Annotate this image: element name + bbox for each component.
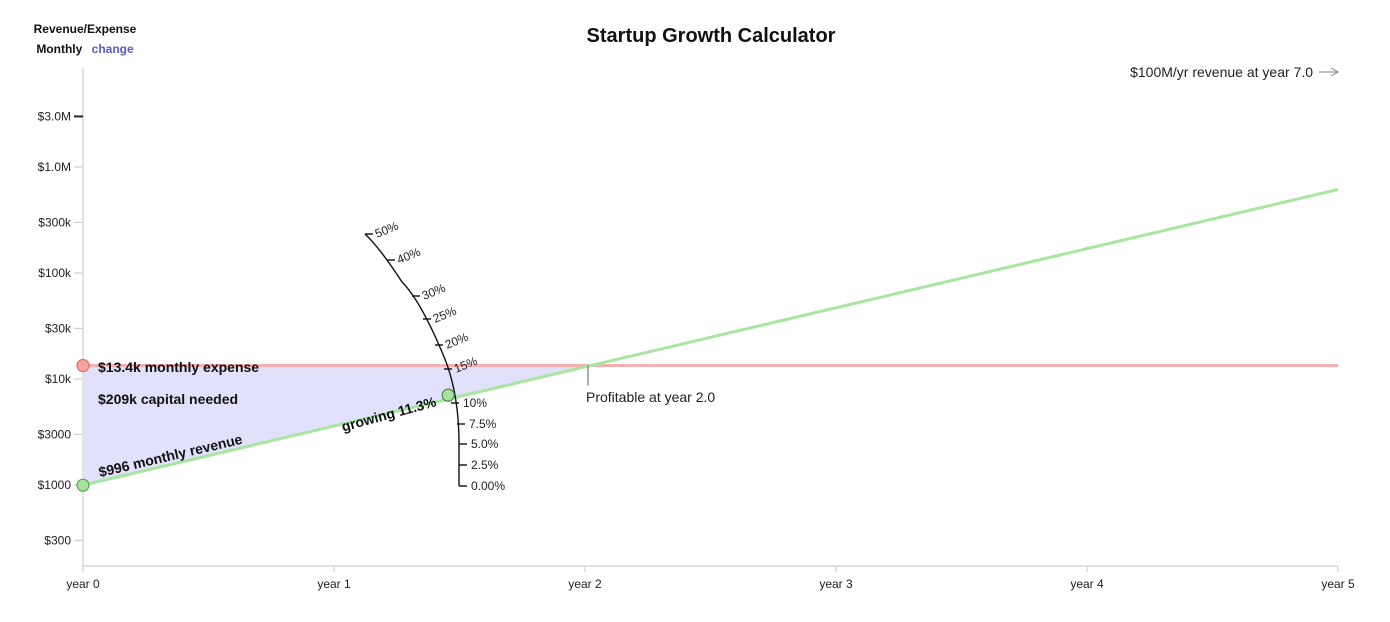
series-label: Revenue/Expense xyxy=(33,22,137,36)
capital-needed-label: $209k capital needed xyxy=(98,391,238,407)
dial-tick-label: 30% xyxy=(420,281,448,303)
dial-tick-label: 2.5% xyxy=(471,458,499,472)
axes: $300 $1000 $3000 $10k $30k $100k $300k $1.0M $3.… xyxy=(38,68,1355,591)
x-tick-label: year 5 xyxy=(1321,577,1355,591)
dial-arc xyxy=(364,233,460,486)
dial-tick-label: 20% xyxy=(443,330,471,352)
x-tick-label: year 3 xyxy=(819,577,853,591)
change-period-link[interactable]: change xyxy=(91,42,134,56)
revenue-drag-handle[interactable] xyxy=(76,478,90,492)
dial-tick-label: 25% xyxy=(431,304,459,326)
dial-tick-label: 50% xyxy=(373,219,401,241)
dial-tick-label: 0.00% xyxy=(471,479,505,493)
arrow-head-icon xyxy=(1330,67,1340,77)
dial-tick-label: 40% xyxy=(395,245,423,267)
x-tick-label: year 0 xyxy=(66,577,100,591)
growth-rate-dial: 0.00%2.5%5.0%7.5%10%15%20%25%30%40%50% xyxy=(364,219,505,493)
y-axis-settings: Revenue/Expense Monthly change xyxy=(0,22,170,56)
expense-drag-handle[interactable] xyxy=(76,358,90,373)
y-tick-label: $10k xyxy=(45,372,72,386)
breakeven-marker: Profitable at year 2.0 xyxy=(586,365,715,405)
x-tick-label: year 4 xyxy=(1070,577,1104,591)
y-tick-label: $300k xyxy=(38,215,72,229)
page-title: Startup Growth Calculator xyxy=(586,25,836,47)
y-tick-label: $100k xyxy=(38,266,72,280)
profitable-label: Profitable at year 2.0 xyxy=(586,389,715,405)
y-tick-label: $3000 xyxy=(38,427,72,441)
y-tick-label: $300 xyxy=(44,533,71,547)
period-label: Monthly xyxy=(36,42,83,56)
expense-label: $13.4k monthly expense xyxy=(98,359,259,375)
x-tick-label: year 1 xyxy=(317,577,351,591)
dial-tick-label: 10% xyxy=(463,396,487,410)
target-annotation: $100M/yr revenue at year 7.0 xyxy=(1130,64,1340,80)
y-tick-label: $30k xyxy=(45,321,72,335)
dial-tick-label: 7.5% xyxy=(469,417,497,431)
target-label: $100M/yr revenue at year 7.0 xyxy=(1130,64,1313,80)
revenue-line xyxy=(82,188,1339,487)
growth-drag-handle[interactable] xyxy=(441,388,455,402)
dial-tick-label: 5.0% xyxy=(471,437,499,451)
y-tick-label: $1.0M xyxy=(38,160,71,174)
x-tick-label: year 2 xyxy=(568,577,602,591)
y-tick-label: $1000 xyxy=(38,478,72,492)
y-tick-label: $3.0M xyxy=(38,109,71,123)
